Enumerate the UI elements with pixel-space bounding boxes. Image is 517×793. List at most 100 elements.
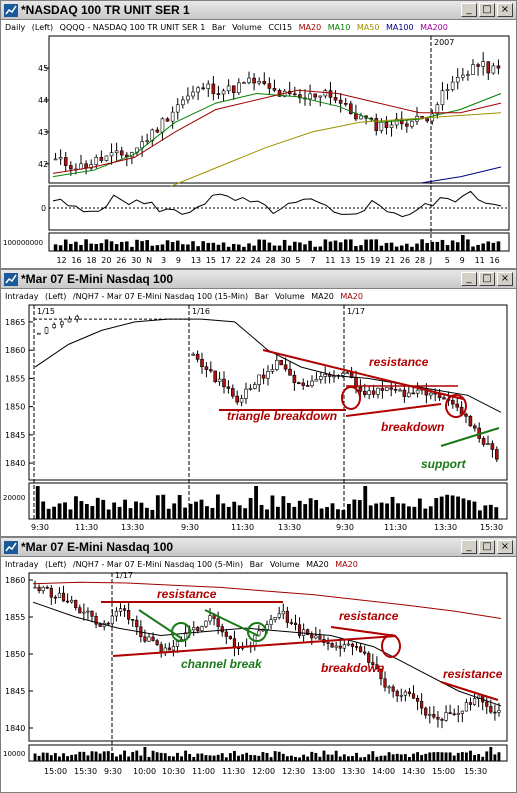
resistance-trendline — [262, 349, 464, 400]
volume-bar — [461, 498, 466, 519]
volume-bar — [354, 246, 358, 251]
chart-app-icon — [4, 273, 18, 286]
x-tick-label: 9 — [176, 256, 181, 265]
volume-bar — [326, 754, 330, 761]
volume-bar — [489, 747, 493, 761]
volume-bar — [216, 754, 220, 761]
x-tick-label: 12:30 — [282, 767, 305, 776]
volume-bar — [199, 499, 204, 519]
volume-bar — [302, 754, 306, 761]
volume-bar — [155, 245, 160, 251]
price-bar — [297, 624, 302, 636]
y-tick-label: 1850 — [5, 403, 25, 412]
price-bar — [468, 415, 473, 427]
close-button[interactable]: × — [497, 540, 513, 554]
price-bar — [171, 646, 176, 651]
info-bar: Bar — [254, 292, 269, 301]
close-button[interactable]: × — [497, 272, 513, 286]
price-bar — [486, 443, 490, 445]
volume-bar — [379, 245, 384, 251]
volume-bar — [150, 245, 155, 251]
volume-bar — [145, 240, 149, 251]
volume-bar — [135, 239, 139, 251]
volume-bar — [249, 754, 253, 761]
volume-bar — [194, 501, 198, 519]
info-bar: Bar — [211, 23, 226, 32]
volume-bar — [452, 755, 456, 761]
price-bar — [318, 95, 323, 98]
volume-bar — [285, 756, 289, 761]
price-bar — [481, 61, 485, 67]
volume-bar — [151, 750, 155, 761]
volume-bar — [334, 750, 338, 761]
x-tick-label: 30 — [280, 256, 290, 265]
volume-bar — [405, 243, 409, 251]
fifteen-min-price-chart[interactable]: 1865 1860 1855 1850 1845 1840 20000 1/15 1/16 1/1… — [1, 304, 516, 536]
volume-bar — [325, 507, 329, 519]
price-bar — [231, 85, 236, 93]
volume-bar — [310, 751, 314, 761]
close-button[interactable]: × — [497, 3, 513, 17]
price-bar — [70, 599, 74, 603]
volume-bar — [450, 240, 455, 251]
price-bar — [145, 140, 149, 143]
price-bar — [122, 608, 127, 611]
info-symbol: QQQQ - NASDAQ 100 TR UNIT SER 1 — [59, 23, 206, 32]
price-bar — [455, 77, 460, 83]
title-bar[interactable]: *NASDAQ 100 TR UNIT SER 1 _ □ × — [1, 1, 516, 20]
maximize-button[interactable]: □ — [479, 272, 495, 286]
price-bar — [127, 610, 131, 620]
price-bar — [328, 90, 333, 98]
volume-bar — [349, 239, 353, 251]
price-bar — [330, 643, 334, 648]
x-tick-label: 11:30 — [75, 523, 98, 532]
maximize-button[interactable]: □ — [479, 3, 495, 17]
minimize-button[interactable]: _ — [461, 272, 477, 286]
volume-bar — [188, 503, 193, 519]
price-bar — [374, 118, 379, 131]
annotation-breakdown: breakdown — [381, 420, 444, 434]
window-title: *Mar 07 E-Mini Nasdaq 100 — [21, 540, 174, 554]
volume-bar — [125, 241, 129, 251]
channel-break-circle — [171, 622, 191, 642]
price-bar — [53, 596, 57, 599]
price-bar — [277, 613, 281, 618]
price-bar — [310, 380, 314, 386]
title-bar[interactable]: *Mar 07 E-Mini Nasdaq 100 _ □ × — [1, 270, 516, 289]
volume-bar — [313, 246, 317, 251]
five-min-price-chart[interactable]: 1860 1855 1850 1845 1840 10000 1/17 resistance c… — [1, 572, 516, 792]
maximize-button[interactable]: □ — [479, 540, 495, 554]
volume-bar — [66, 756, 70, 761]
volume-bar — [166, 508, 171, 519]
price-bar — [67, 318, 72, 323]
minimize-button[interactable]: _ — [461, 540, 477, 554]
volume-bar — [58, 245, 63, 251]
price-bar — [261, 374, 266, 379]
price-bar — [253, 384, 257, 389]
minimize-button[interactable]: _ — [461, 3, 477, 17]
price-bar — [318, 635, 322, 640]
price-bar — [277, 89, 282, 97]
price-bar — [213, 370, 217, 382]
volume-bar — [435, 241, 440, 251]
price-bar — [490, 443, 495, 450]
volume-bar — [114, 244, 119, 251]
title-bar[interactable]: *Mar 07 E-Mini Nasdaq 100 _ □ × — [1, 538, 516, 557]
volume-bar — [434, 498, 439, 519]
price-bar — [196, 87, 200, 93]
volume-bar — [389, 242, 394, 251]
price-bar — [52, 324, 56, 328]
daily-price-chart[interactable]: 45 44 43 42 0 100000000 12 16 18 20 26 30 N 3 9 13 15 17 2… — [1, 35, 516, 268]
volume-bar — [109, 241, 114, 251]
volume-bar — [228, 753, 232, 761]
breakdown-circle — [381, 634, 401, 658]
price-bar — [379, 668, 383, 680]
volume-bar — [257, 239, 261, 251]
x-tick-label: 13 — [191, 256, 201, 265]
volume-bar — [399, 245, 404, 251]
volume-bar — [210, 507, 215, 519]
volume-bar — [267, 242, 272, 251]
volume-bar — [455, 242, 460, 251]
info-volume: Volume — [274, 292, 305, 301]
price-bar — [358, 646, 363, 653]
